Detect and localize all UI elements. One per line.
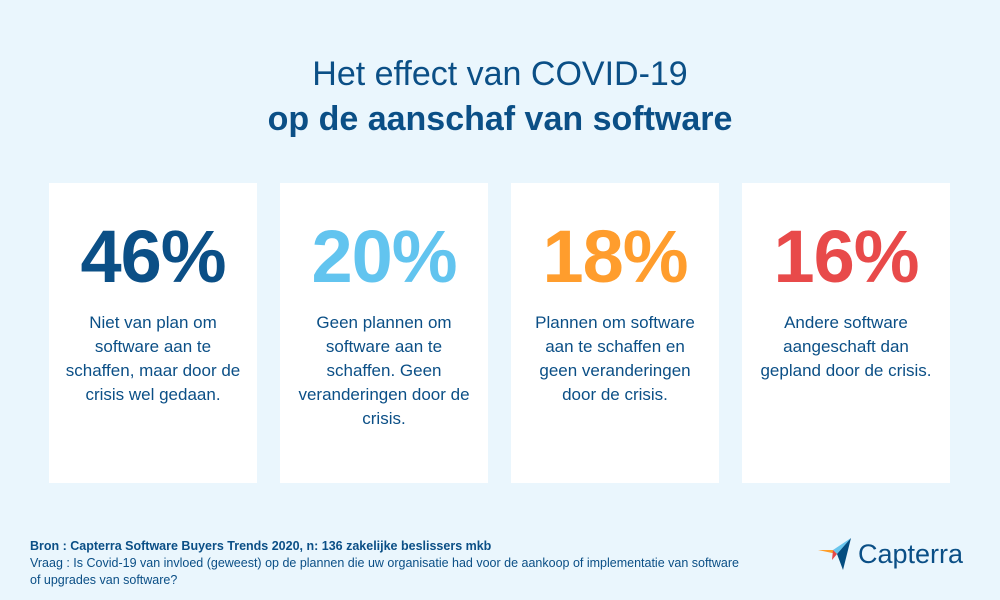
stat-description: Niet van plan om software aan te schaffe…: [65, 313, 241, 404]
source-note: Bron : Capterra Software Buyers Trends 2…: [30, 538, 750, 589]
stat-description: Plannen om software aan te schaffen en g…: [535, 313, 695, 404]
stat-value: 16%: [773, 215, 919, 298]
page-title: Het effect van COVID-19 op de aanschaf v…: [0, 52, 1000, 142]
capterra-arrow-icon: [818, 538, 851, 570]
stat-value: 18%: [542, 215, 688, 298]
question-line: Vraag : Is Covid-19 van invloed (geweest…: [30, 556, 739, 587]
stat-card-46: 46% Niet van plan om software aan te sch…: [49, 183, 257, 483]
stat-value: 20%: [311, 215, 457, 298]
title-line-2: op de aanschaf van software: [267, 100, 733, 138]
stat-card-20: 20% Geen plannen om software aan te scha…: [280, 183, 488, 483]
capterra-logo: Capterra: [818, 538, 963, 570]
stat-card-16: 16% Andere software aangeschaft dan gepl…: [742, 183, 950, 483]
stat-description: Andere software aangeschaft dan gepland …: [760, 313, 932, 380]
title-line-1: Het effect van COVID-19: [312, 55, 688, 93]
stat-card-18: 18% Plannen om software aan te schaffen …: [511, 183, 719, 483]
stat-description: Geen plannen om software aan te schaffen…: [298, 313, 470, 428]
logo-text: Capterra: [858, 538, 964, 569]
source-line: Bron : Capterra Software Buyers Trends 2…: [30, 539, 492, 553]
stat-value: 46%: [80, 215, 226, 298]
stats-cards: 46% Niet van plan om software aan te sch…: [49, 183, 950, 483]
